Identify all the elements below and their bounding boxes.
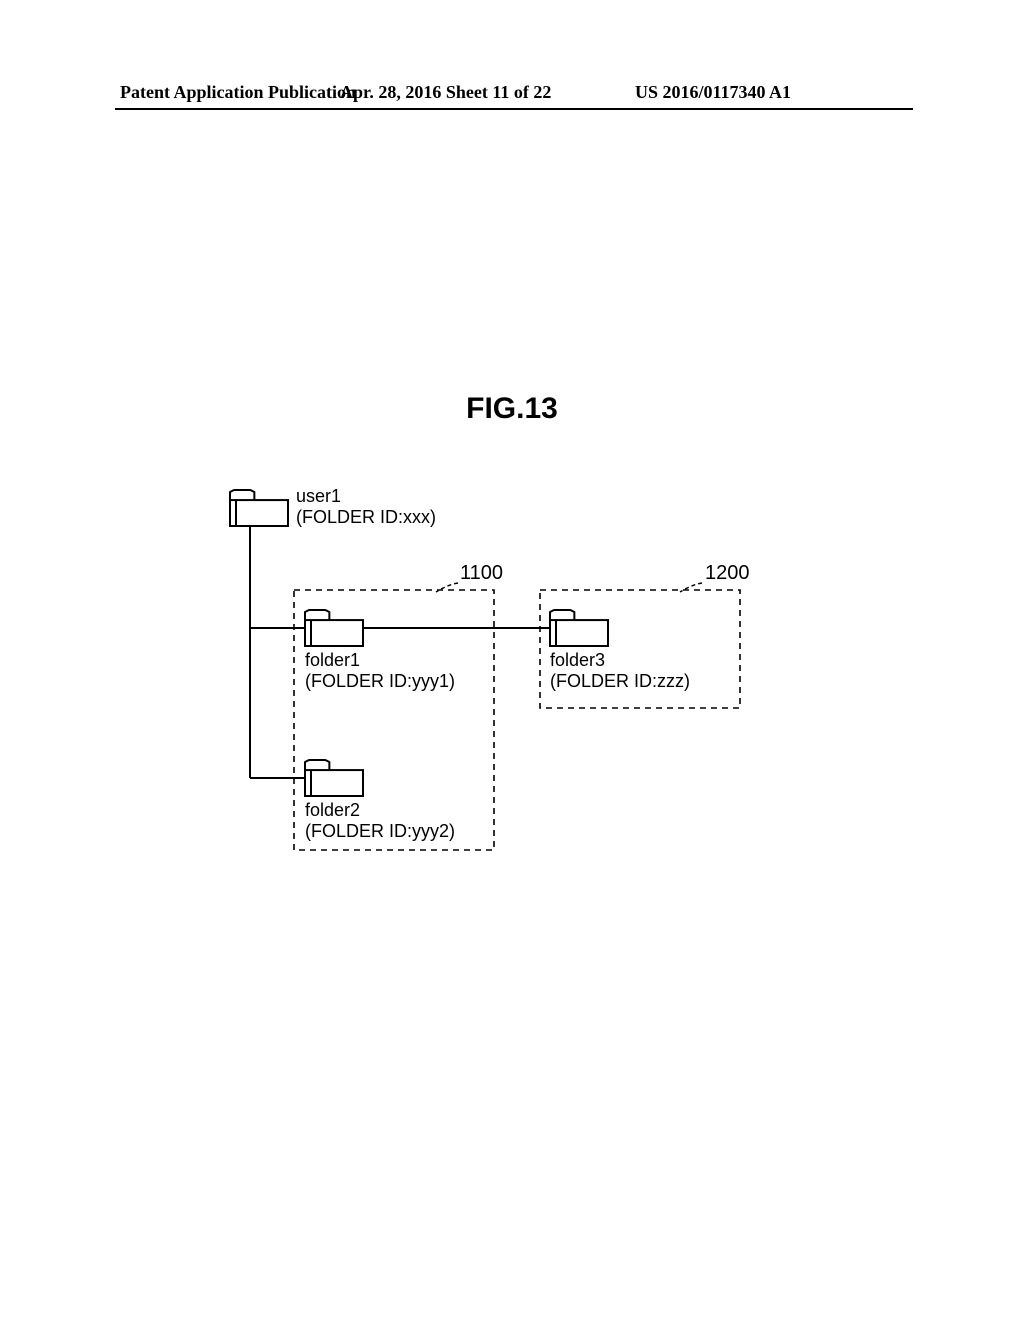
diagram-svg [200,480,820,900]
figure-title: FIG.13 [0,392,1024,426]
header-right: US 2016/0117340 A1 [635,82,791,103]
group-ref-1200: 1200 [705,562,750,585]
node-label-f2: folder2 (FOLDER ID:yyy2) [305,800,455,841]
header-rule [115,108,913,110]
header-mid: Apr. 28, 2016 Sheet 11 of 22 [340,82,551,103]
group-ref-1100: 1100 [460,562,503,585]
header-left: Patent Application Publication [120,82,356,103]
node-idline: (FOLDER ID:yyy2) [305,821,455,841]
node-name: folder2 [305,800,360,820]
node-name: folder3 [550,650,605,670]
node-idline: (FOLDER ID:xxx) [296,507,436,527]
node-idline: (FOLDER ID:yyy1) [305,671,455,691]
node-label-f3: folder3 (FOLDER ID:zzz) [550,650,690,691]
node-idline: (FOLDER ID:zzz) [550,671,690,691]
node-name: folder1 [305,650,360,670]
node-name: user1 [296,486,341,506]
node-label-f1: folder1 (FOLDER ID:yyy1) [305,650,455,691]
page: Patent Application Publication Apr. 28, … [0,0,1024,1320]
node-label-root: user1 (FOLDER ID:xxx) [296,486,436,527]
diagram: user1 (FOLDER ID:xxx) folder1 (FOLDER ID… [200,480,820,900]
